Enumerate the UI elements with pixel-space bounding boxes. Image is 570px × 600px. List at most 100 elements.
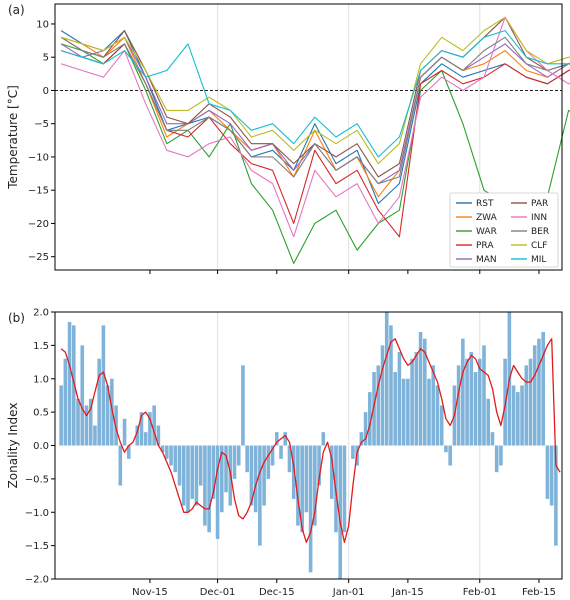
bar xyxy=(249,445,254,506)
legend-entry-war: WAR xyxy=(476,227,497,237)
bar xyxy=(537,338,541,446)
bar xyxy=(262,445,266,506)
bar xyxy=(342,445,347,533)
y-tick-label-a: 10 xyxy=(36,19,49,30)
bar xyxy=(499,445,503,466)
bar xyxy=(444,445,448,453)
bar xyxy=(215,445,220,539)
bar xyxy=(186,445,190,513)
series-line-clf xyxy=(60,16,570,165)
bar xyxy=(410,358,414,446)
bar xyxy=(448,445,452,466)
bar xyxy=(363,412,368,446)
legend-entry-ber: BER xyxy=(531,227,549,237)
legend-entry-clf: CLF xyxy=(531,241,547,251)
bar xyxy=(397,352,402,446)
bar xyxy=(427,378,431,446)
bar xyxy=(59,385,63,446)
bar xyxy=(393,372,397,446)
series-line-mil xyxy=(60,30,570,158)
y-tick-label-a: −25 xyxy=(28,252,49,263)
bar xyxy=(270,445,275,466)
bar xyxy=(93,425,97,446)
x-tick-label: Dec-15 xyxy=(259,587,295,598)
x-tick-label: Dec-01 xyxy=(200,587,236,598)
bar xyxy=(220,445,224,513)
bar xyxy=(469,352,474,446)
bar xyxy=(511,385,516,446)
bar xyxy=(545,445,550,499)
bar xyxy=(524,365,529,446)
bar xyxy=(304,445,309,513)
series-line-inn xyxy=(60,16,570,238)
legend-entry-man: MAN xyxy=(476,255,497,265)
y-tick-label-b: −2.0 xyxy=(25,575,49,586)
x-tick-label: Feb-15 xyxy=(522,587,556,598)
bar xyxy=(173,445,178,473)
bar xyxy=(477,358,482,446)
bar xyxy=(152,405,156,446)
series-line-ber xyxy=(60,36,570,185)
legend-entry-pra: PRA xyxy=(476,241,494,251)
bar xyxy=(431,365,436,446)
bar xyxy=(224,445,228,493)
bar xyxy=(80,345,85,446)
bar xyxy=(160,445,165,453)
bar xyxy=(245,445,249,473)
bar xyxy=(465,358,469,446)
bar xyxy=(114,405,118,446)
legend: RST ZWA WAR PRA MAN PAR INN BER CLF MIL xyxy=(449,192,559,268)
legend-entry-inn: INN xyxy=(531,213,547,223)
bar xyxy=(439,405,444,446)
bar xyxy=(287,445,292,473)
y-tick-label-b: 1.0 xyxy=(33,374,49,385)
bar xyxy=(207,445,211,533)
bar xyxy=(232,445,237,479)
bar xyxy=(380,345,385,446)
legend-entry-par: PAR xyxy=(531,199,548,209)
bar xyxy=(105,385,110,446)
bar xyxy=(135,425,140,446)
y-axis-label-a: Temperature [°C] xyxy=(6,85,20,190)
bar xyxy=(317,445,321,486)
bar xyxy=(122,418,127,446)
y-tick-label-a: 0 xyxy=(43,86,49,97)
bar xyxy=(338,445,343,579)
bar xyxy=(67,322,72,446)
y-tick-label-a: −15 xyxy=(28,186,49,197)
bar xyxy=(473,372,478,446)
bar xyxy=(376,365,381,446)
bar xyxy=(198,445,203,486)
bar xyxy=(456,365,461,446)
bar xyxy=(177,445,182,486)
bar xyxy=(494,445,499,473)
bar xyxy=(406,378,410,446)
bar xyxy=(126,445,131,459)
bar xyxy=(236,445,241,466)
x-tick-label: Feb-01 xyxy=(463,587,497,598)
bar xyxy=(63,358,68,446)
x-tick-label: Jan-15 xyxy=(391,587,424,598)
bar xyxy=(384,312,389,446)
y-tick-label-a: −10 xyxy=(28,152,49,163)
bar xyxy=(258,445,262,546)
axes-frame-a xyxy=(54,3,563,271)
bar xyxy=(296,445,300,526)
bar xyxy=(211,445,216,499)
bar xyxy=(110,378,114,446)
bar xyxy=(351,445,355,459)
panel-label-a: (a) xyxy=(8,3,25,17)
y-tick-label-b: 2.0 xyxy=(33,308,49,319)
y-tick-label-a: −5 xyxy=(34,119,49,130)
bar xyxy=(181,445,186,506)
bar xyxy=(490,432,495,446)
bar xyxy=(486,398,491,446)
series-line-par xyxy=(60,16,570,178)
bar xyxy=(253,445,258,513)
bar xyxy=(329,445,334,499)
bar xyxy=(97,358,101,446)
bar xyxy=(308,445,313,573)
bar xyxy=(389,325,393,446)
y-tick-label-b: −1.5 xyxy=(25,541,49,552)
